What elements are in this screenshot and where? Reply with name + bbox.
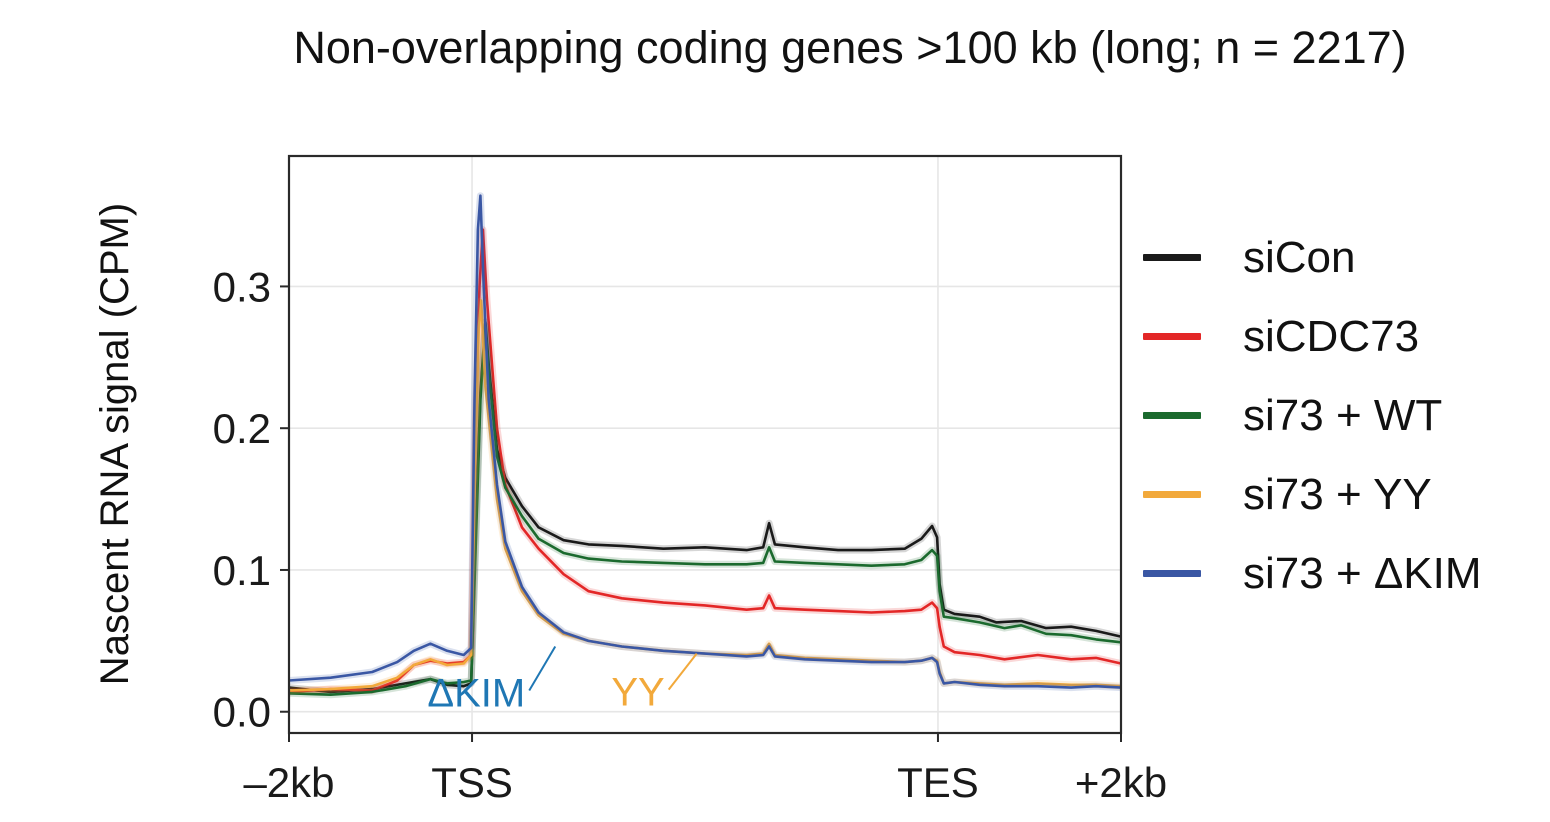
x-tick-label: –2kb	[243, 759, 334, 806]
legend-item-sicon: siCon	[1143, 218, 1481, 297]
plot-frame	[287, 154, 1123, 735]
legend-label: si73 + YY	[1243, 469, 1432, 519]
legend-item-si73-yy: si73 + YY	[1143, 455, 1481, 534]
series-band	[288, 322, 1122, 699]
series-band	[288, 297, 1122, 694]
series-layer	[288, 192, 1122, 699]
y-tick-label: 0.3	[213, 263, 271, 310]
y-tick-label: 0.2	[213, 405, 271, 452]
legend: siCon siCDC73 si73 + WT si73 + YY si73 +…	[1143, 218, 1481, 613]
y-tick-label: 0.0	[213, 689, 271, 736]
series-line	[288, 194, 1122, 689]
legend-swatch	[1143, 333, 1201, 340]
legend-item-si73-dkim: si73 + ΔKIM	[1143, 534, 1481, 613]
legend-label: siCDC73	[1243, 311, 1420, 361]
legend-item-sicdc73: siCDC73	[1143, 297, 1481, 376]
legend-swatch	[1143, 491, 1201, 498]
annotation-leader	[667, 652, 698, 691]
legend-swatch	[1143, 254, 1201, 261]
x-tick-label: TSS	[431, 759, 513, 806]
series-line	[288, 228, 1122, 694]
x-tick-label: TES	[897, 759, 979, 806]
axis-ticks: 0.0 0.1 0.2 0.3 –2kb TSS TES +2kb	[213, 263, 1168, 806]
series-band	[288, 318, 1122, 696]
annotation-label: ΔKIM	[427, 672, 525, 716]
legend-label: si73 + WT	[1243, 390, 1443, 440]
series-line	[288, 320, 1122, 694]
annotation-label: YY	[611, 671, 664, 715]
x-tick-label: +2kb	[1075, 759, 1167, 806]
series-line	[288, 324, 1122, 696]
legend-label: si73 + ΔKIM	[1243, 548, 1482, 598]
series-band	[288, 192, 1122, 692]
grid	[288, 156, 1122, 733]
y-axis-label: Nascent RNA signal (CPM)	[93, 203, 137, 685]
chart-title: Non-overlapping coding genes >100 kb (lo…	[293, 22, 1407, 73]
legend-label: siCon	[1243, 232, 1356, 282]
legend-swatch	[1143, 412, 1201, 419]
annotation-leader	[528, 646, 557, 692]
legend-item-si73-wt: si73 + WT	[1143, 376, 1481, 455]
annotations-layer: ΔKIM YY	[427, 646, 698, 716]
legend-swatch	[1143, 570, 1201, 577]
series-line	[288, 299, 1122, 692]
y-tick-label: 0.1	[213, 547, 271, 594]
